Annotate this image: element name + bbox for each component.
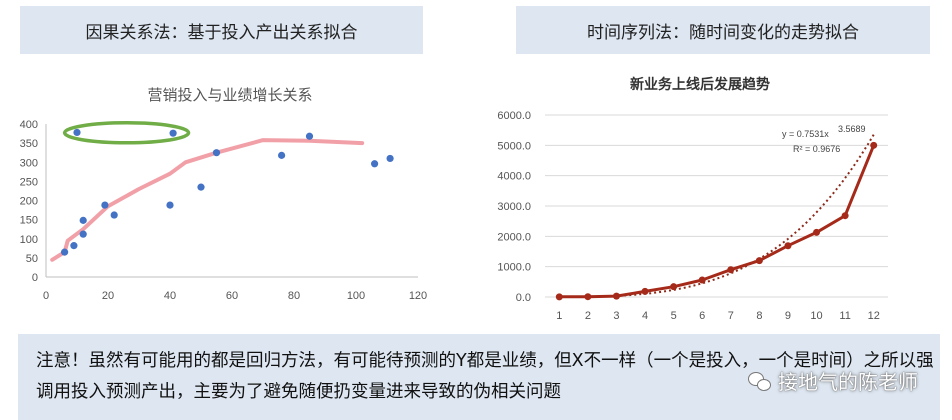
scatter-x-tick-label: 40 [164, 290, 176, 302]
scatter-point [278, 151, 286, 159]
scatter-y-tick-label: 0 [32, 272, 38, 284]
line-x-tick-label: 10 [810, 310, 822, 322]
watermark: 接地气的陈老师 [748, 366, 918, 395]
outlier-highlight-ellipse [62, 121, 191, 145]
scatter-y-tick-label: 150 [20, 215, 38, 227]
scatter-point [371, 160, 379, 168]
note-panel: 注意！虽然有可能用的都是回归方法，有可能待预测的Y都是业绩，但X不一样（一个是投… [18, 334, 940, 420]
line-x-tick-label: 6 [699, 310, 705, 322]
scatter-point [79, 216, 87, 224]
line-y-tick-label: 0.0 [516, 292, 531, 304]
line-y-tick-label: 5000.0 [497, 140, 531, 152]
scatter-point [166, 201, 174, 209]
line-x-tick-label: 5 [671, 310, 677, 322]
trendline-r-squared: R² = 0.9676 [793, 144, 840, 154]
scatter-x-tick-label: 20 [102, 290, 114, 302]
series-point [870, 141, 878, 149]
left-section-header: 因果关系法：基于投入产出关系拟合 [20, 6, 423, 54]
wechat-icon [748, 370, 772, 392]
scatter-y-tick-label: 250 [20, 176, 38, 188]
scatter-point [101, 201, 109, 209]
watermark-text: 接地气的陈老师 [778, 370, 918, 394]
line-chart-title: 新业务上线后发展趋势 [630, 77, 770, 93]
line-y-tick-label: 2000.0 [497, 231, 531, 243]
trendline-equation-exponent: 3.5689 [838, 124, 866, 134]
series-point [698, 276, 706, 284]
note-text: 注意！虽然有可能用的都是回归方法，有可能待预测的Y都是业绩，但X不一样（一个是投… [36, 351, 934, 402]
scatter-point [169, 129, 177, 137]
series-point [670, 283, 678, 291]
series-point [584, 293, 592, 301]
line-y-tick-label: 3000.0 [497, 201, 531, 213]
scatter-chart-title: 营销投入与业绩增长关系 [147, 86, 313, 104]
right-section-header: 时间序列法：随时间变化的走势拟合 [516, 6, 930, 54]
scatter-point [110, 211, 118, 219]
scatter-x-tick-label: 0 [43, 290, 49, 302]
left-section-header-text: 因果关系法：基于投入产出关系拟合 [85, 22, 358, 43]
line-y-tick-label: 4000.0 [497, 171, 531, 183]
scatter-trend-curve [50, 138, 365, 262]
scatter-point [197, 183, 205, 191]
line-x-tick-label: 12 [868, 310, 880, 322]
scatter-x-tick-label: 80 [288, 290, 300, 302]
scatter-point [79, 230, 87, 238]
scatter-point [61, 248, 69, 256]
scatter-point [73, 128, 81, 137]
line-y-tick-label: 1000.0 [497, 262, 531, 274]
series-point [813, 228, 821, 236]
line-x-tick-label: 2 [585, 310, 591, 322]
series-point [641, 287, 649, 295]
series-point [555, 293, 563, 301]
scatter-y-tick-label: 300 [20, 157, 38, 169]
series-point [755, 257, 763, 265]
right-section-header-text: 时间序列法：随时间变化的走势拟合 [587, 22, 859, 43]
series-point [727, 266, 735, 274]
line-x-tick-label: 3 [613, 310, 619, 322]
scatter-y-tick-label: 100 [20, 234, 38, 246]
scatter-x-tick-label: 100 [347, 290, 365, 302]
scatter-y-tick-label: 200 [20, 196, 38, 208]
power-trendline [559, 134, 875, 298]
line-x-tick-label: 7 [728, 310, 734, 322]
scatter-point [70, 242, 78, 250]
trendline-equation: y = 0.7531x [782, 129, 829, 139]
line-x-tick-label: 9 [785, 310, 791, 322]
scatter-y-tick-label: 350 [20, 138, 38, 150]
scatter-point [386, 154, 394, 163]
scatter-point [305, 132, 314, 140]
series-point [784, 242, 792, 250]
line-y-tick-label: 6000.0 [497, 110, 531, 122]
series-point [841, 212, 849, 220]
series-point [612, 292, 620, 300]
series-line [559, 144, 876, 299]
line-x-tick-label: 8 [756, 310, 762, 322]
scatter-y-tick-label: 50 [26, 253, 38, 265]
scatter-y-tick-label: 400 [20, 119, 38, 131]
scatter-point [212, 149, 221, 157]
scatter-x-tick-label: 60 [226, 290, 238, 302]
scatter-x-tick-label: 120 [409, 290, 427, 302]
line-x-tick-label: 4 [642, 310, 648, 322]
line-x-tick-label: 11 [839, 310, 850, 322]
line-x-tick-label: 1 [556, 310, 562, 322]
